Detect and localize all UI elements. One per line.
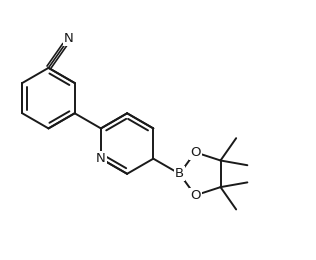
Text: O: O xyxy=(190,146,200,159)
Text: N: N xyxy=(96,152,106,165)
Text: N: N xyxy=(64,32,74,45)
Text: B: B xyxy=(175,167,184,180)
Text: O: O xyxy=(190,189,200,202)
